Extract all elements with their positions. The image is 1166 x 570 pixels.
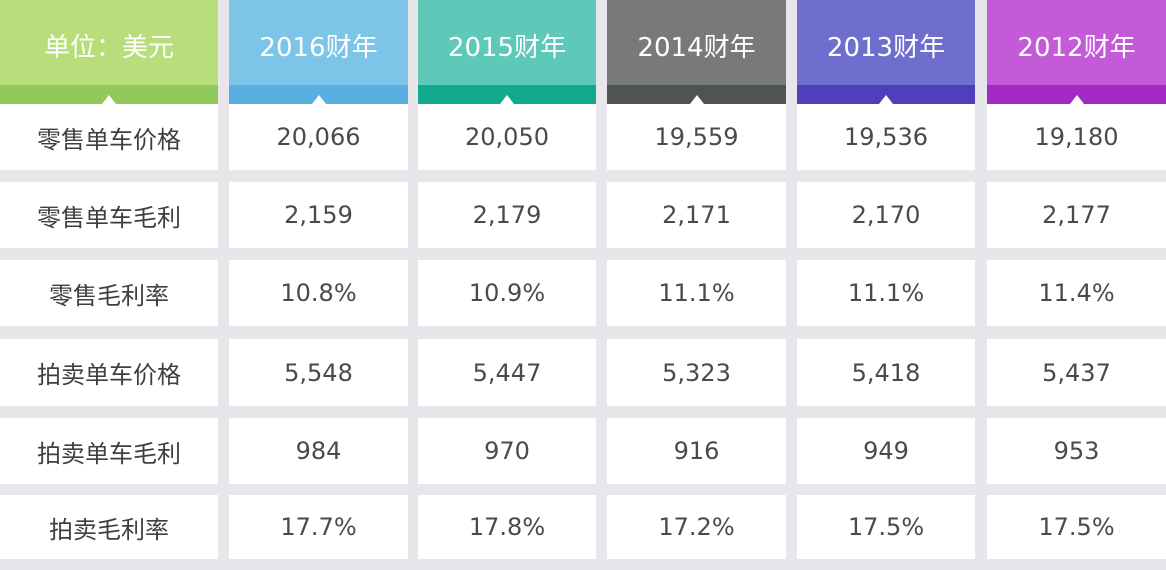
header-bar: [229, 85, 408, 104]
header-2016: 2016财年: [229, 0, 408, 104]
column-label: 2013财年: [826, 32, 946, 63]
table-cell: 19,536: [797, 104, 975, 170]
column-label: 2015财年: [447, 32, 567, 63]
table-cell: 17.8%: [418, 495, 596, 559]
table-cell: 11.4%: [987, 260, 1166, 326]
row-label: 零售单车价格: [0, 104, 218, 170]
table-cell: 10.9%: [418, 260, 596, 326]
table-cell: 5,548: [229, 339, 408, 406]
table-cell: 2,171: [607, 182, 786, 248]
header-bar: [987, 85, 1166, 104]
notch-marker: [102, 95, 116, 104]
table-cell: 17.5%: [987, 495, 1166, 559]
table-cell: 17.2%: [607, 495, 786, 559]
table-cell: 949: [797, 418, 975, 484]
header-bar: [418, 85, 596, 104]
table-cell: 19,559: [607, 104, 786, 170]
unit-label: 单位：美元: [43, 32, 174, 63]
column-label: 2014财年: [637, 32, 756, 63]
row-label: 零售毛利率: [0, 260, 218, 326]
table-cell: 5,323: [607, 339, 786, 406]
table-cell: 5,437: [987, 339, 1166, 406]
table-cell: 970: [418, 418, 596, 484]
header-2014: 2014财年: [607, 0, 786, 104]
header-2012: 2012财年: [987, 0, 1166, 104]
notch-marker: [1069, 95, 1084, 104]
row-label: 零售单车毛利: [0, 182, 218, 248]
header-2015: 2015财年: [418, 0, 596, 104]
table-cell: 17.5%: [797, 495, 975, 559]
notch-marker: [879, 95, 893, 104]
table-cell: 2,177: [987, 182, 1166, 248]
table-cell: 2,170: [797, 182, 975, 248]
header-bar: [607, 85, 786, 104]
notch-marker: [689, 95, 704, 104]
table-cell: 916: [607, 418, 786, 484]
header-unit-cell: 单位：美元: [0, 0, 218, 104]
table-cell: 19,180: [987, 104, 1166, 170]
table-cell: 20,066: [229, 104, 408, 170]
table-cell: 11.1%: [607, 260, 786, 326]
row-label: 拍卖单车价格: [0, 339, 218, 406]
column-label: 2016财年: [259, 32, 378, 63]
header-bar: [797, 85, 975, 104]
table-cell: 5,447: [418, 339, 596, 406]
header-bar: [0, 85, 218, 104]
table-cell: 953: [987, 418, 1166, 484]
column-label: 2012财年: [1017, 32, 1136, 63]
table-cell: 5,418: [797, 339, 975, 406]
table-cell: 17.7%: [229, 495, 408, 559]
table-cell: 11.1%: [797, 260, 975, 326]
row-label: 拍卖毛利率: [0, 495, 218, 559]
header-2013: 2013财年: [797, 0, 975, 104]
table-cell: 2,159: [229, 182, 408, 248]
notch-marker: [500, 95, 514, 104]
table-cell: 10.8%: [229, 260, 408, 326]
row-label: 拍卖单车毛利: [0, 418, 218, 484]
table-cell: 20,050: [418, 104, 596, 170]
notch-marker: [311, 95, 326, 104]
table-cell: 984: [229, 418, 408, 484]
table-cell: 2,179: [418, 182, 596, 248]
